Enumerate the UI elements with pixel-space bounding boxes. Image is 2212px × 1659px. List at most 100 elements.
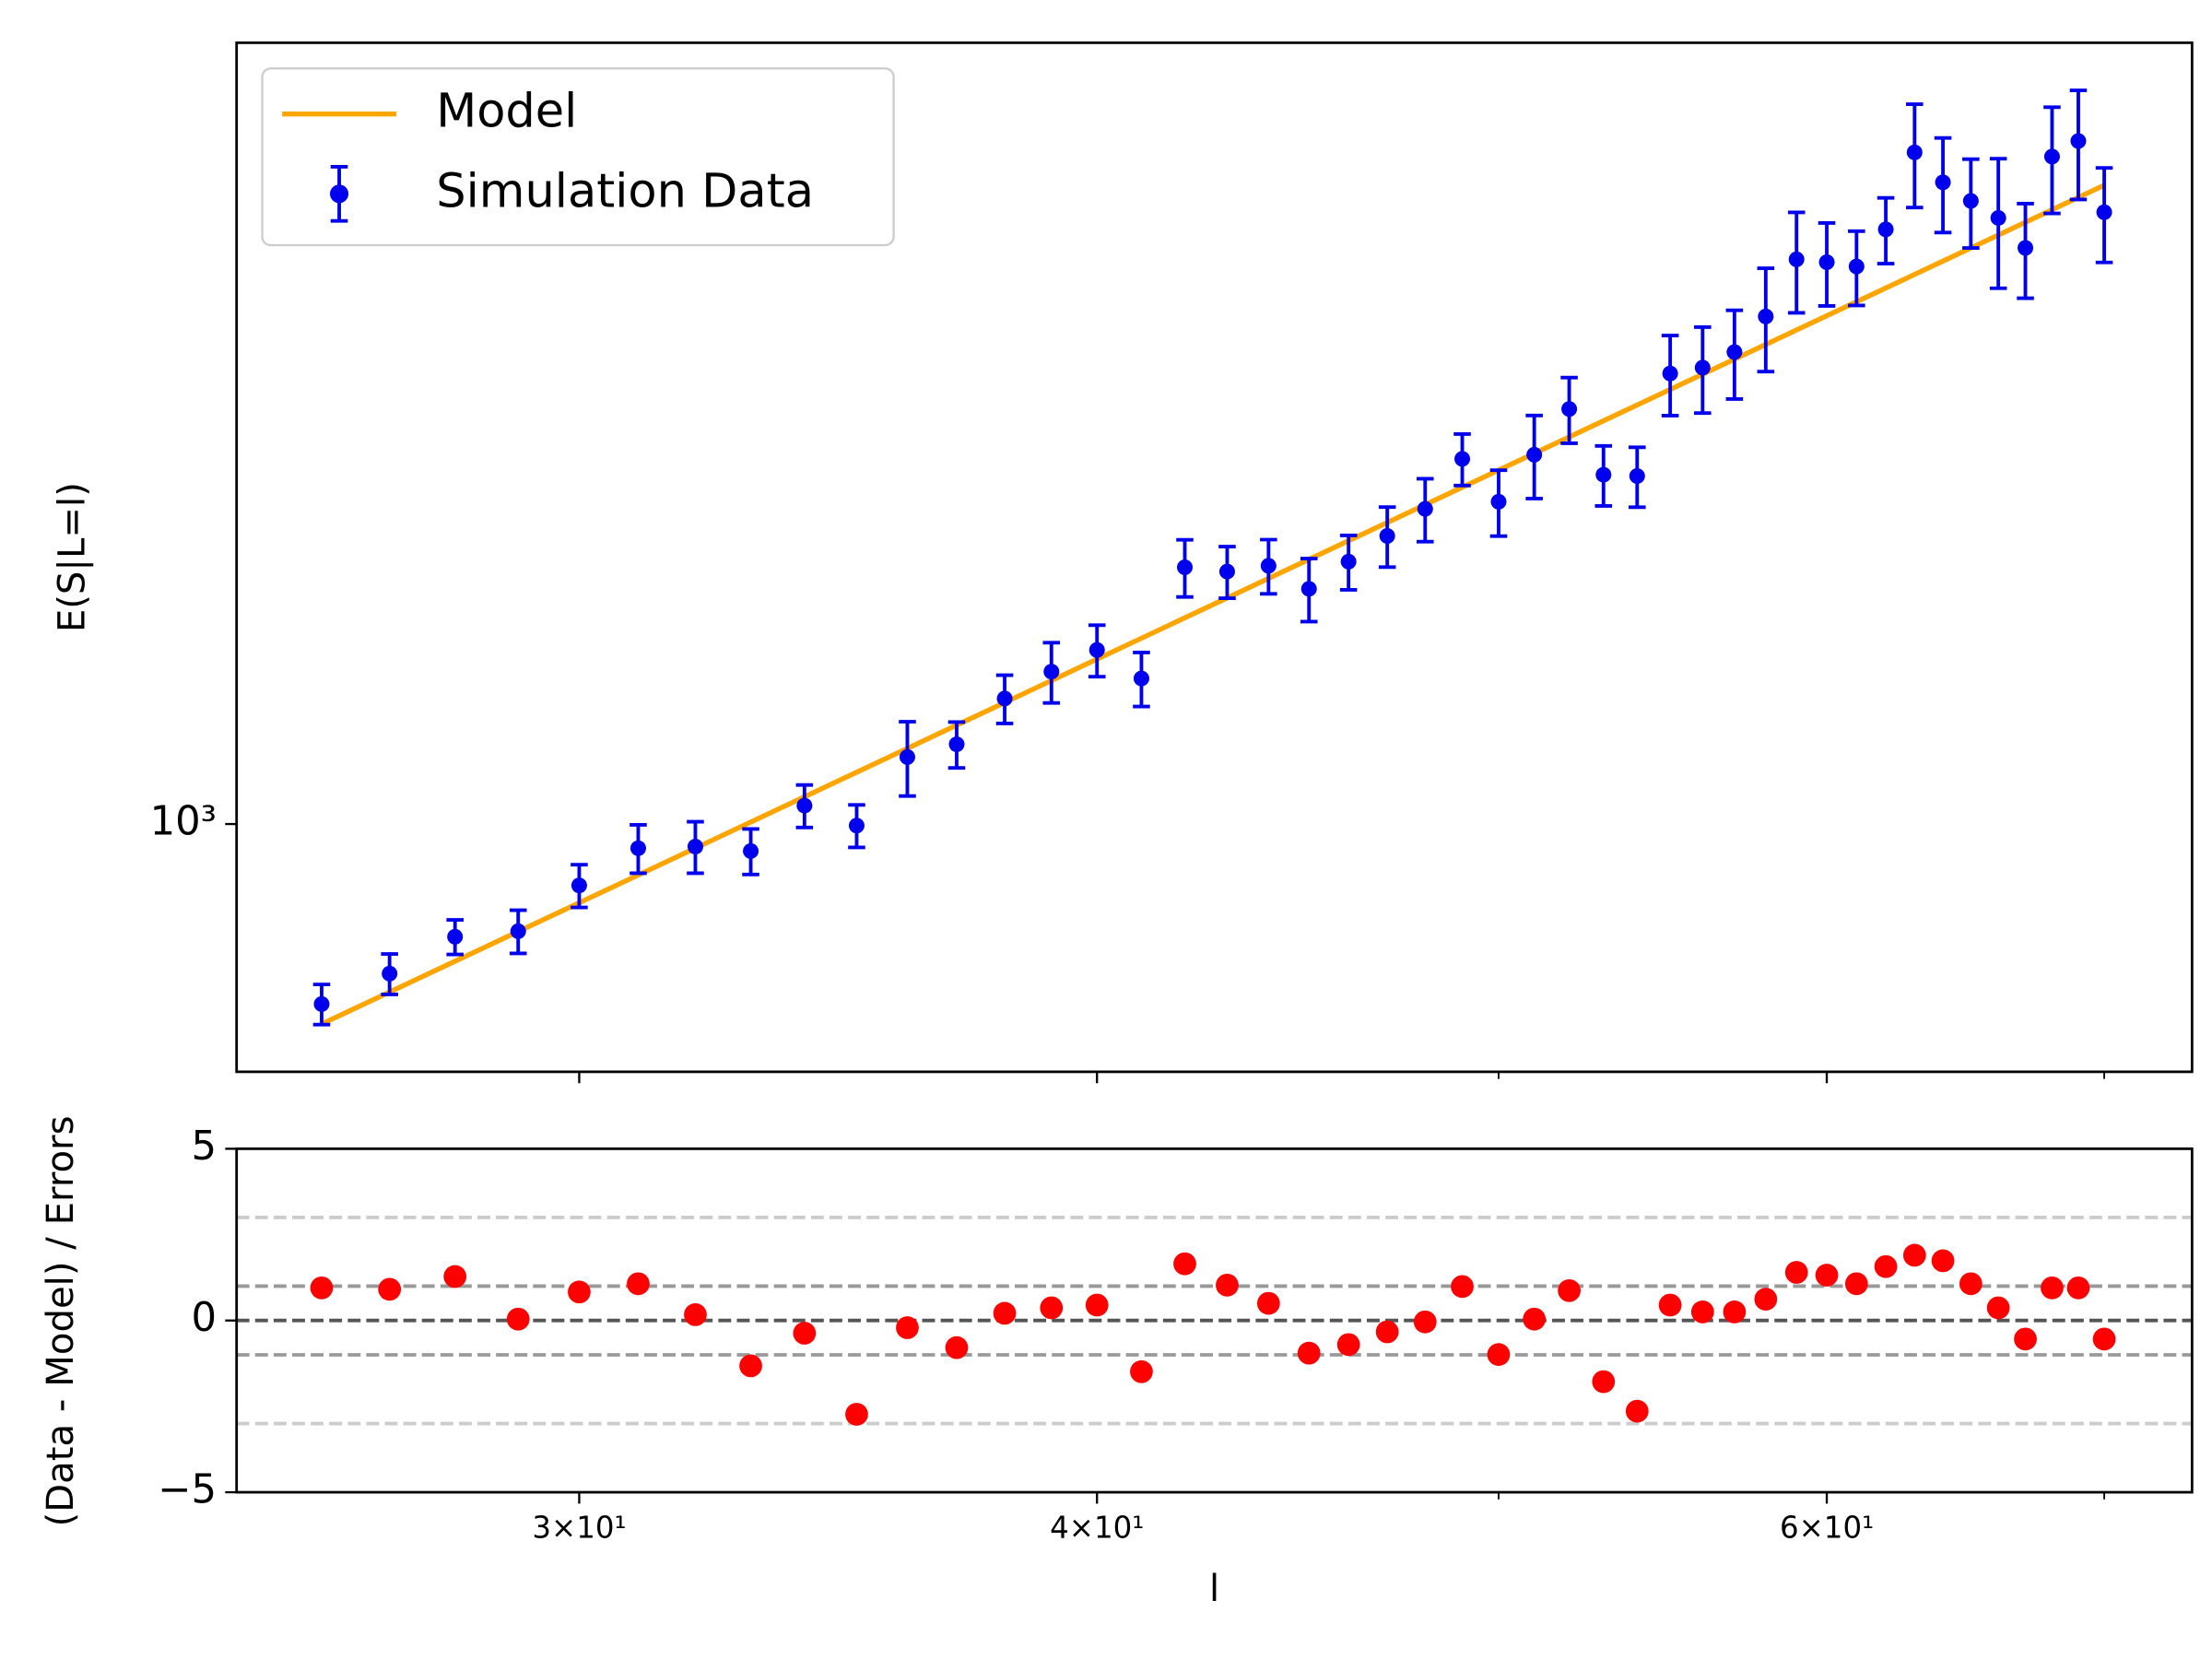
residual-point	[945, 1335, 969, 1359]
residual-point	[1815, 1264, 1839, 1287]
data-point	[1417, 500, 1433, 517]
residual-point	[1451, 1275, 1474, 1299]
residual-point	[1625, 1399, 1649, 1423]
residual-point	[2041, 1276, 2064, 1300]
axes-frame	[235, 41, 2194, 1074]
y-tick-label: 5	[192, 1124, 218, 1170]
data-point	[1454, 451, 1471, 467]
data-point	[1043, 664, 1060, 680]
residual-point	[1690, 1300, 1714, 1324]
data-point	[1694, 359, 1711, 376]
data-point	[1726, 344, 1743, 360]
data-point	[1595, 466, 1612, 483]
model-line	[320, 182, 2106, 1027]
y-axis-label: (Data - Model) / Errors	[40, 1115, 82, 1526]
residual-point	[1256, 1291, 1280, 1315]
data-point	[796, 797, 813, 814]
data-point	[1877, 221, 1894, 238]
data-point	[313, 995, 330, 1012]
residual-point	[1723, 1300, 1747, 1324]
data-point	[1788, 251, 1805, 267]
data-point	[1818, 253, 1835, 270]
residual-point	[1040, 1296, 1064, 1320]
y-tick-label: −5	[158, 1467, 217, 1513]
residual-point	[310, 1276, 334, 1300]
residual-point	[443, 1265, 467, 1288]
x-axis-label: l	[1209, 1568, 1219, 1610]
legend-label: Model	[436, 85, 577, 139]
residual-point	[1216, 1273, 1239, 1297]
y-axis-label: E(S|L=l)	[51, 482, 93, 632]
residual-point	[2092, 1327, 2116, 1351]
data-point	[382, 965, 398, 982]
residual-point	[1487, 1343, 1511, 1366]
data-point	[1906, 144, 1923, 160]
residual-point	[1754, 1288, 1778, 1311]
data-point	[687, 839, 703, 855]
y-tick-label: 10³	[150, 799, 217, 845]
residual-point	[1085, 1293, 1109, 1317]
data-point	[1935, 174, 1951, 191]
data-point	[899, 748, 915, 765]
data-point	[1088, 641, 1105, 658]
residual-point	[1902, 1243, 1926, 1267]
x-tick-label: 6×10¹	[1780, 1510, 1874, 1545]
residual-point	[2066, 1276, 2090, 1300]
data-point	[1758, 308, 1774, 324]
y-tick-label: 0	[192, 1295, 218, 1341]
residual-point	[378, 1277, 402, 1301]
residual-point	[1558, 1278, 1581, 1302]
data-point	[1561, 401, 1578, 418]
x-tick-label: 4×10¹	[1050, 1510, 1144, 1545]
data-point	[629, 840, 646, 856]
residual-point	[627, 1272, 650, 1296]
residual-point	[1874, 1254, 1898, 1278]
data-point	[1177, 559, 1194, 576]
residual-point	[568, 1280, 591, 1304]
data-point	[2018, 240, 2034, 256]
residual-point	[1413, 1310, 1437, 1334]
data-point	[848, 818, 865, 834]
data-point	[571, 877, 587, 894]
data-point	[510, 923, 526, 939]
residual-point	[896, 1316, 919, 1339]
residual-point	[1375, 1320, 1399, 1344]
data-point	[1962, 193, 1979, 209]
data-point	[1526, 446, 1543, 463]
data-point	[1990, 209, 2006, 226]
data-point	[948, 736, 965, 753]
residual-point	[1336, 1333, 1360, 1357]
data-point	[1260, 558, 1277, 574]
data-point	[1340, 553, 1357, 570]
residual-point	[793, 1322, 817, 1345]
residual-point	[1130, 1359, 1153, 1383]
residual-point	[1844, 1272, 1868, 1296]
residual-point	[1784, 1261, 1808, 1284]
residual-point	[506, 1307, 530, 1331]
legend-label: Simulation Data	[436, 164, 814, 218]
x-tick-label: 3×10¹	[532, 1510, 626, 1545]
legend-box	[261, 67, 895, 247]
data-point	[1662, 365, 1678, 382]
residual-point	[845, 1403, 868, 1426]
data-point	[1848, 258, 1865, 275]
residual-point	[2014, 1327, 2037, 1351]
data-point	[447, 928, 464, 945]
data-point	[1218, 563, 1235, 580]
axes-frame	[235, 1147, 2194, 1494]
data-point	[1490, 493, 1507, 510]
residual-point	[1931, 1249, 1955, 1273]
data-point	[2043, 148, 2060, 165]
data-point	[743, 842, 759, 859]
residual-point	[1592, 1370, 1616, 1394]
residual-point	[993, 1301, 1017, 1325]
data-point	[1133, 670, 1149, 687]
legend-marker	[329, 184, 349, 204]
data-point	[1300, 581, 1317, 597]
residual-point	[1523, 1307, 1547, 1331]
residual-point	[1986, 1296, 2010, 1320]
residual-point	[1297, 1341, 1321, 1365]
data-point	[2096, 204, 2112, 220]
data-point	[1379, 527, 1395, 544]
